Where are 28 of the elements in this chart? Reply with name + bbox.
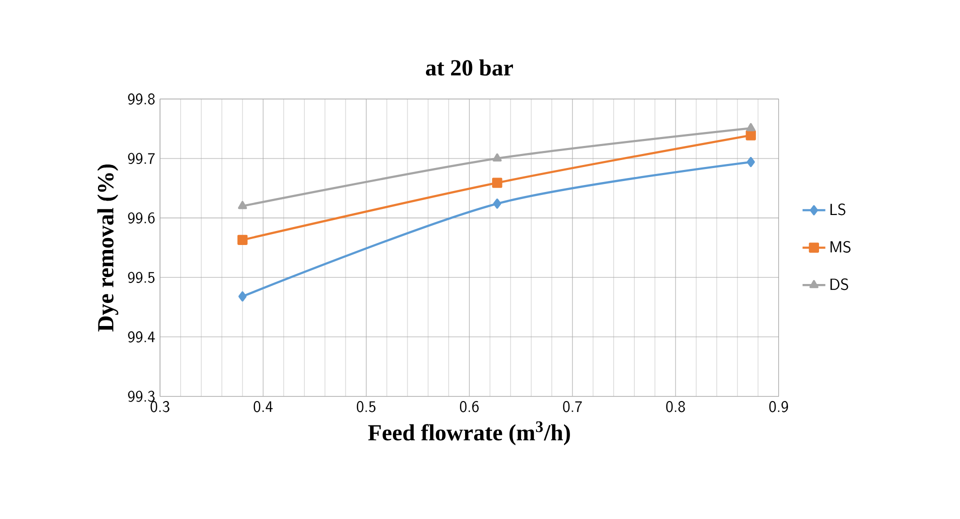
- x-tick-label: 0.8: [666, 401, 685, 412]
- x-axis-title: Feed flowrate (m$^{3}$/h): [368, 421, 570, 446]
- x-tick-label: 0.4: [254, 401, 273, 412]
- point: [238, 291, 247, 302]
- x-tick-label: 0.5: [356, 401, 376, 412]
- point: [746, 156, 755, 168]
- x-tick-label: 0.3: [150, 401, 170, 412]
- x-tick-label: 0.6: [460, 401, 479, 412]
- point: [238, 200, 248, 210]
- x-tick-label: 0.9: [769, 401, 788, 412]
- y-tick-label: 99.4: [128, 331, 155, 342]
- chart-title: at 20 bar: [426, 59, 513, 76]
- legend-label: LS: [830, 204, 846, 216]
- legend-label: MS: [830, 240, 850, 253]
- point: [492, 153, 502, 162]
- y-tick-label: 99.6: [128, 212, 155, 224]
- y-tick-label: 99.5: [128, 272, 154, 283]
- y-tick-label: 99.3: [128, 390, 155, 402]
- point: [237, 234, 248, 246]
- y-tick-label: 99.8: [128, 93, 155, 105]
- point: [746, 130, 756, 140]
- point: [746, 123, 756, 132]
- point: [492, 178, 502, 188]
- y-axis-title: Dye removal (%): [97, 164, 118, 332]
- x-tick-label: 0.7: [563, 401, 582, 412]
- point: [493, 198, 502, 209]
- legend-label: DS: [830, 278, 848, 290]
- y-tick-label: 99.7: [128, 152, 155, 164]
